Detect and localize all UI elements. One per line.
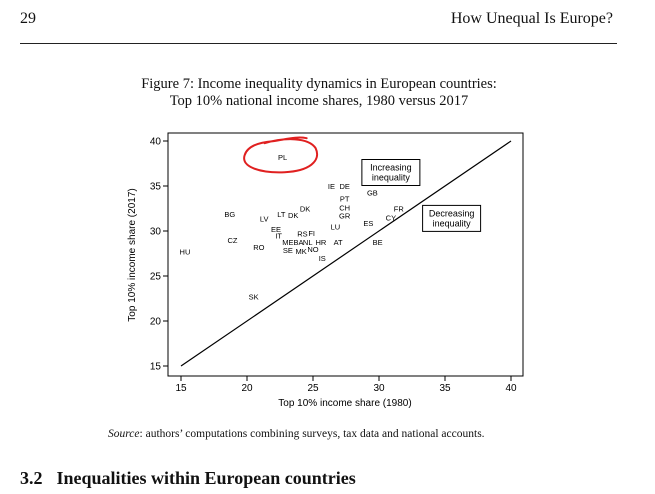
point-gb: GB: [367, 188, 378, 197]
reference-line: [180, 140, 512, 367]
point-ie: IE: [328, 182, 335, 191]
section-number: 3.2: [20, 468, 43, 488]
point-lv: LV: [260, 214, 269, 223]
y-axis-label: Top 10% income share (2017): [127, 188, 138, 321]
annotation-text: Increasing: [370, 163, 412, 173]
point-bg: BG: [224, 210, 235, 219]
point-pl: PL: [278, 153, 287, 162]
point-ee: EE: [271, 225, 281, 234]
figure-title-line2: Top 10% national income shares, 1980 ver…: [169, 93, 469, 109]
source-label: Source: [108, 428, 140, 440]
section-title: Inequalities within European countries: [56, 468, 356, 488]
annotation-text: inequality: [433, 218, 472, 228]
point-be: BE: [373, 238, 383, 247]
point-se: SE: [283, 246, 293, 255]
annotation-text: inequality: [372, 173, 411, 183]
x-tick-label: 15: [175, 383, 187, 394]
point-pt: PT: [340, 195, 350, 204]
page-number: 29: [20, 10, 36, 27]
point-lu: LU: [331, 223, 341, 232]
point-ch: CH: [339, 204, 350, 213]
x-tick-label: 30: [373, 383, 385, 394]
y-tick-label: 25: [150, 272, 162, 283]
point-fi: FI: [308, 229, 315, 238]
point-no: NO: [307, 245, 318, 254]
point-ro: RO: [253, 243, 264, 252]
point-lt: LT: [277, 210, 286, 219]
point-cz: CZ: [227, 236, 237, 245]
point-es: ES: [363, 219, 373, 228]
x-tick-label: 35: [439, 383, 451, 394]
x-tick-label: 25: [307, 383, 319, 394]
point-nl: NL: [303, 238, 313, 247]
point-fr: FR: [394, 205, 405, 214]
point-ba: BA: [293, 238, 303, 247]
annotation-text: Decreasing: [429, 208, 475, 218]
highlight-circle: [243, 136, 319, 174]
x-axis-label: Top 10% income share (1980): [278, 398, 411, 409]
annotation-box: [422, 204, 482, 232]
point-hu: HU: [180, 248, 191, 257]
y-tick-label: 15: [150, 362, 162, 373]
figure-title-line1: Figure 7: Income inequality dynamics in …: [141, 76, 497, 92]
x-tick-label: 40: [505, 383, 517, 394]
point-me: ME: [282, 238, 293, 247]
point-dk: DK: [288, 211, 298, 220]
point-sk: SK: [249, 293, 259, 302]
point-mk: MK: [295, 247, 306, 256]
point-dk: DK: [300, 205, 310, 214]
y-tick-label: 30: [150, 227, 162, 238]
scatter-chart: 15 20 25 30 35 40 15 20 25 30 35 40 PL IE DE GB PT FR CH…: [127, 132, 524, 409]
point-it: IT: [275, 232, 282, 241]
point-is: IS: [319, 254, 326, 263]
section-heading: 3.2 Inequalities within European countrie…: [20, 468, 356, 489]
point-de: DE: [339, 182, 349, 191]
running-title: How Unequal Is Europe?: [450, 10, 613, 27]
plot-frame: [167, 132, 524, 377]
annotation-box: [361, 159, 421, 186]
y-tick-label: 20: [150, 317, 162, 328]
y-tick-label: 40: [150, 137, 162, 148]
point-at: AT: [334, 238, 343, 247]
source-text: : authors’ computations combining survey…: [139, 428, 485, 440]
point-rs: RS: [297, 230, 307, 239]
x-tick-label: 20: [241, 383, 253, 394]
source-note: Source: authors’ computations combining …: [108, 428, 485, 440]
point-gr: GR: [339, 212, 351, 221]
point-cy: CY: [386, 214, 396, 223]
y-tick-label: 35: [150, 182, 162, 193]
header-rule: [20, 43, 617, 44]
point-hr: HR: [315, 238, 326, 247]
